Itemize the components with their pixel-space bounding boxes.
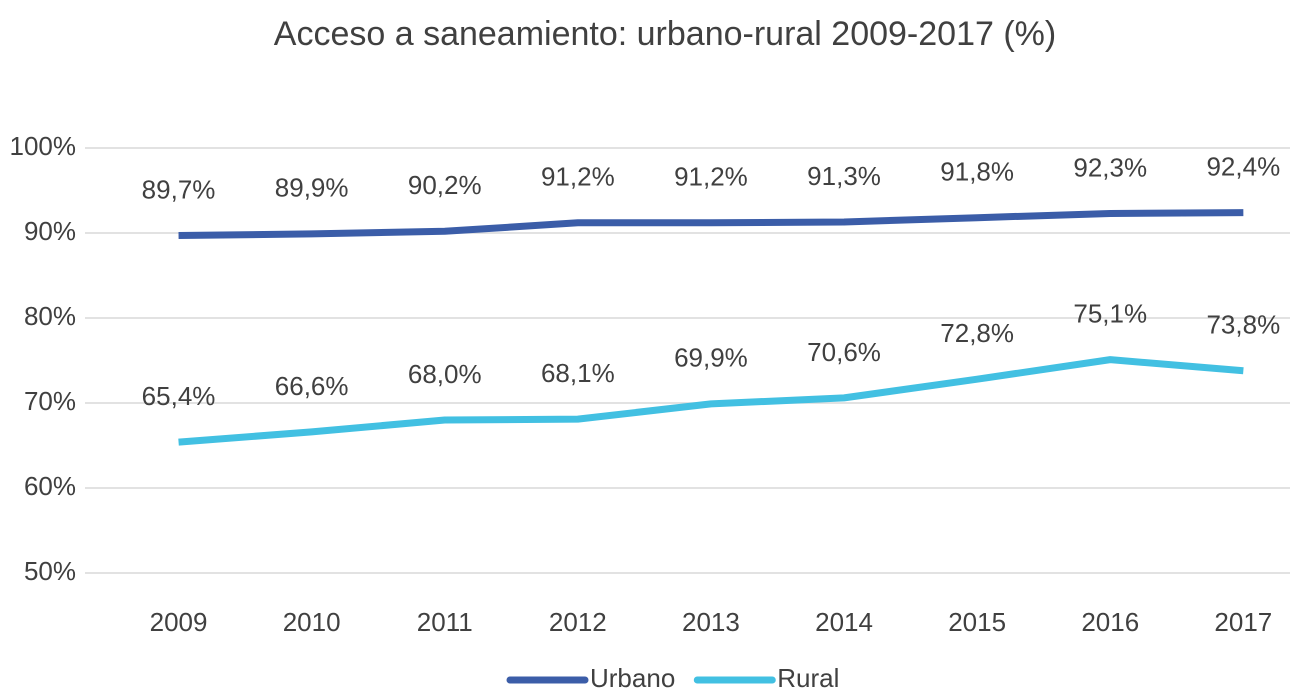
x-tick-label: 2012 (549, 607, 607, 637)
data-label: 73,8% (1206, 310, 1280, 340)
data-label: 70,6% (807, 337, 881, 367)
legend-label: Urbano (590, 663, 675, 693)
y-tick-label: 60% (24, 471, 76, 501)
series-line (178, 209, 1244, 240)
chart-title: Acceso a saneamiento: urbano-rural 2009-… (274, 15, 1056, 53)
x-tick-label: 2009 (150, 607, 208, 637)
data-label: 72,8% (940, 318, 1014, 348)
y-tick-label: 50% (24, 556, 76, 586)
data-label: 69,9% (674, 343, 748, 373)
y-tick-label: 90% (24, 216, 76, 246)
data-label: 68,0% (408, 359, 482, 389)
x-tick-label: 2010 (283, 607, 341, 637)
data-label: 91,3% (807, 161, 881, 191)
x-tick-label: 2017 (1214, 607, 1272, 637)
data-label: 91,8% (940, 157, 1014, 187)
data-label: 91,2% (541, 162, 615, 192)
data-label: 65,4% (142, 381, 216, 411)
data-label: 89,7% (142, 174, 216, 204)
data-label: 92,3% (1073, 152, 1147, 182)
y-tick-label: 80% (24, 301, 76, 331)
x-tick-label: 2013 (682, 607, 740, 637)
data-label: 75,1% (1073, 299, 1147, 329)
y-tick-label: 70% (24, 386, 76, 416)
legend-label: Rural (777, 663, 839, 693)
data-label: 91,2% (674, 162, 748, 192)
data-label: 66,6% (275, 371, 349, 401)
x-tick-label: 2016 (1081, 607, 1139, 637)
y-tick-label: 100% (10, 131, 77, 161)
data-label: 90,2% (408, 170, 482, 200)
data-label: 92,4% (1206, 151, 1280, 181)
x-tick-label: 2011 (417, 607, 473, 637)
series-line (178, 356, 1244, 446)
data-label: 89,9% (275, 173, 349, 203)
x-tick-label: 2014 (815, 607, 873, 637)
data-label: 68,1% (541, 358, 615, 388)
x-tick-label: 2015 (948, 607, 1006, 637)
